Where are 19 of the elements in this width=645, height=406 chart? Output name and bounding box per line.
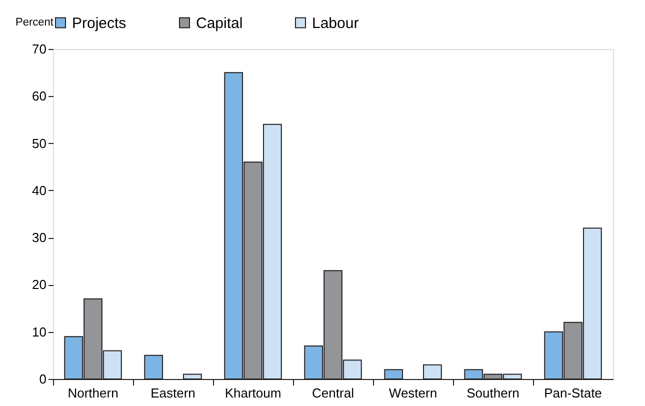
y-tick-label: 60 [32,88,46,104]
x-tick-label: Southern [466,386,520,400]
legend-label: Capital [196,14,243,32]
x-tick-label: Eastern [150,386,196,400]
y-tick-label: 70 [32,42,46,56]
legend-label: Labour [312,14,359,32]
y-tick-label: 0 [39,372,46,386]
x-tick-label: Western [388,386,438,400]
x-tick-label: Pan-State [544,386,602,400]
x-tick-label: Khartoum [224,386,282,400]
y-tick-label: 30 [32,230,46,246]
y-axis-title: Percent [16,16,54,28]
y-tick-label: 10 [32,324,46,340]
y-tick-label: 40 [32,182,46,198]
y-tick-label: 20 [32,277,46,292]
y-tick-label: 50 [32,136,46,151]
x-tick-label: Central [312,386,354,400]
legend-label: Projects [72,14,126,32]
x-tick-label: Northern [68,386,118,400]
